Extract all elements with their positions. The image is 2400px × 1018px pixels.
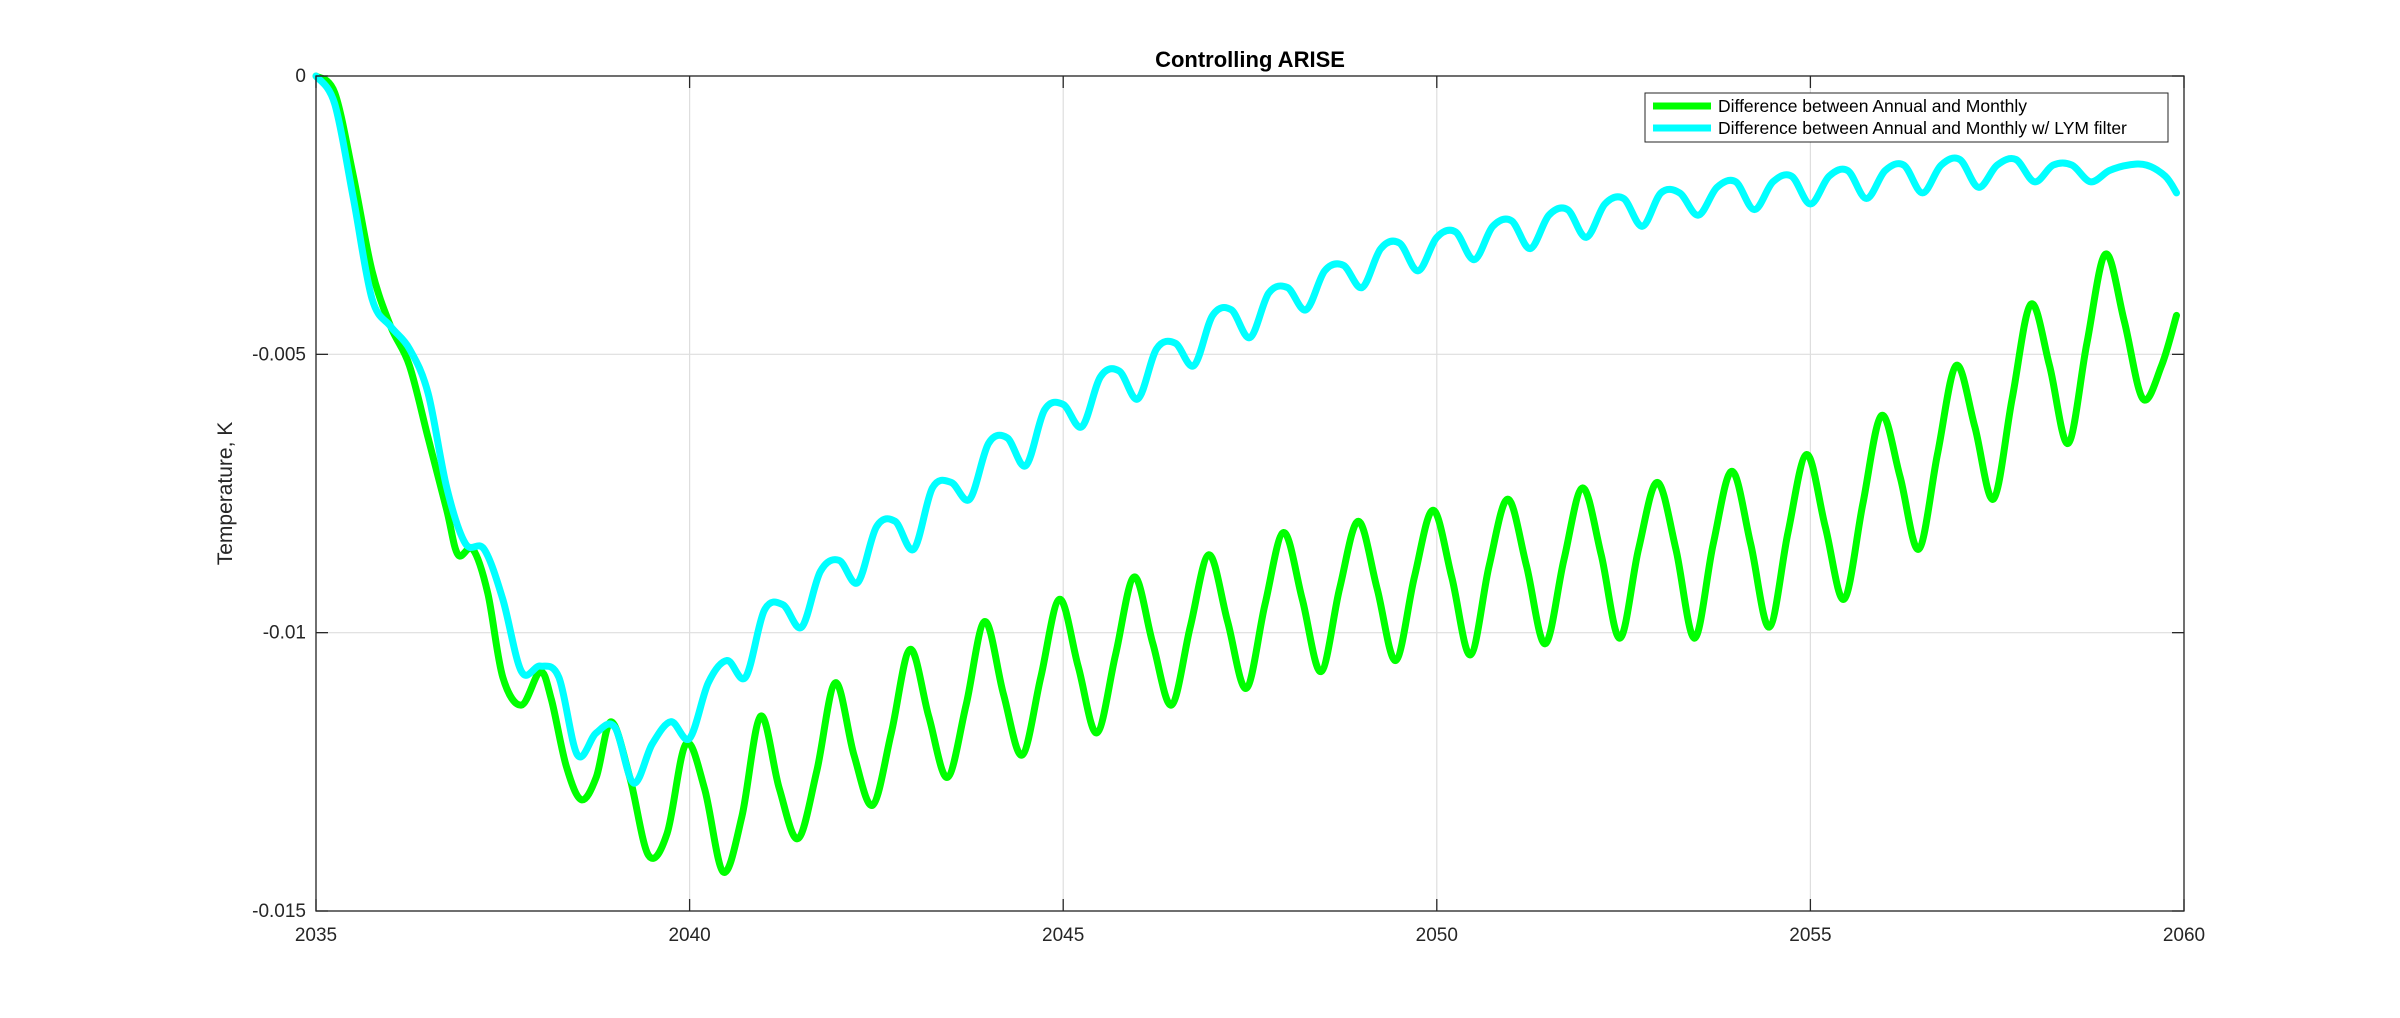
legend: Difference between Annual and Monthly Di… [1644,92,2169,143]
legend-box [1644,92,2169,143]
chart-title: Controlling ARISE [1155,47,1345,72]
series-line-lym-filter [312,72,2180,787]
plot-box [315,75,2185,912]
x-tick-label: 2035 [295,925,337,946]
tick-labels: 2035 2040 2045 2050 2055 2060 0 -0.005 -0.01 -0.0… [252,66,2205,946]
legend-label-lym-filter: Difference between Annual and Monthly w/… [1718,118,2127,138]
y-tick-label: -0.015 [252,901,306,922]
x-tick-label: 2055 [1789,925,1831,946]
series-layer [312,72,2180,876]
x-tick-label: 2060 [2163,925,2205,946]
x-tick-label: 2045 [1042,925,1084,946]
y-tick-label: 0 [295,66,306,87]
x-tick-label: 2040 [668,925,710,946]
y-axis-title: Temperature, K [214,422,237,566]
y-tick-label: -0.005 [252,344,306,365]
x-tick-label: 2050 [1416,925,1458,946]
legend-label-annual-monthly: Difference between Annual and Monthly [1718,96,2027,116]
ticks [315,75,2185,912]
y-tick-label: -0.01 [263,623,306,644]
